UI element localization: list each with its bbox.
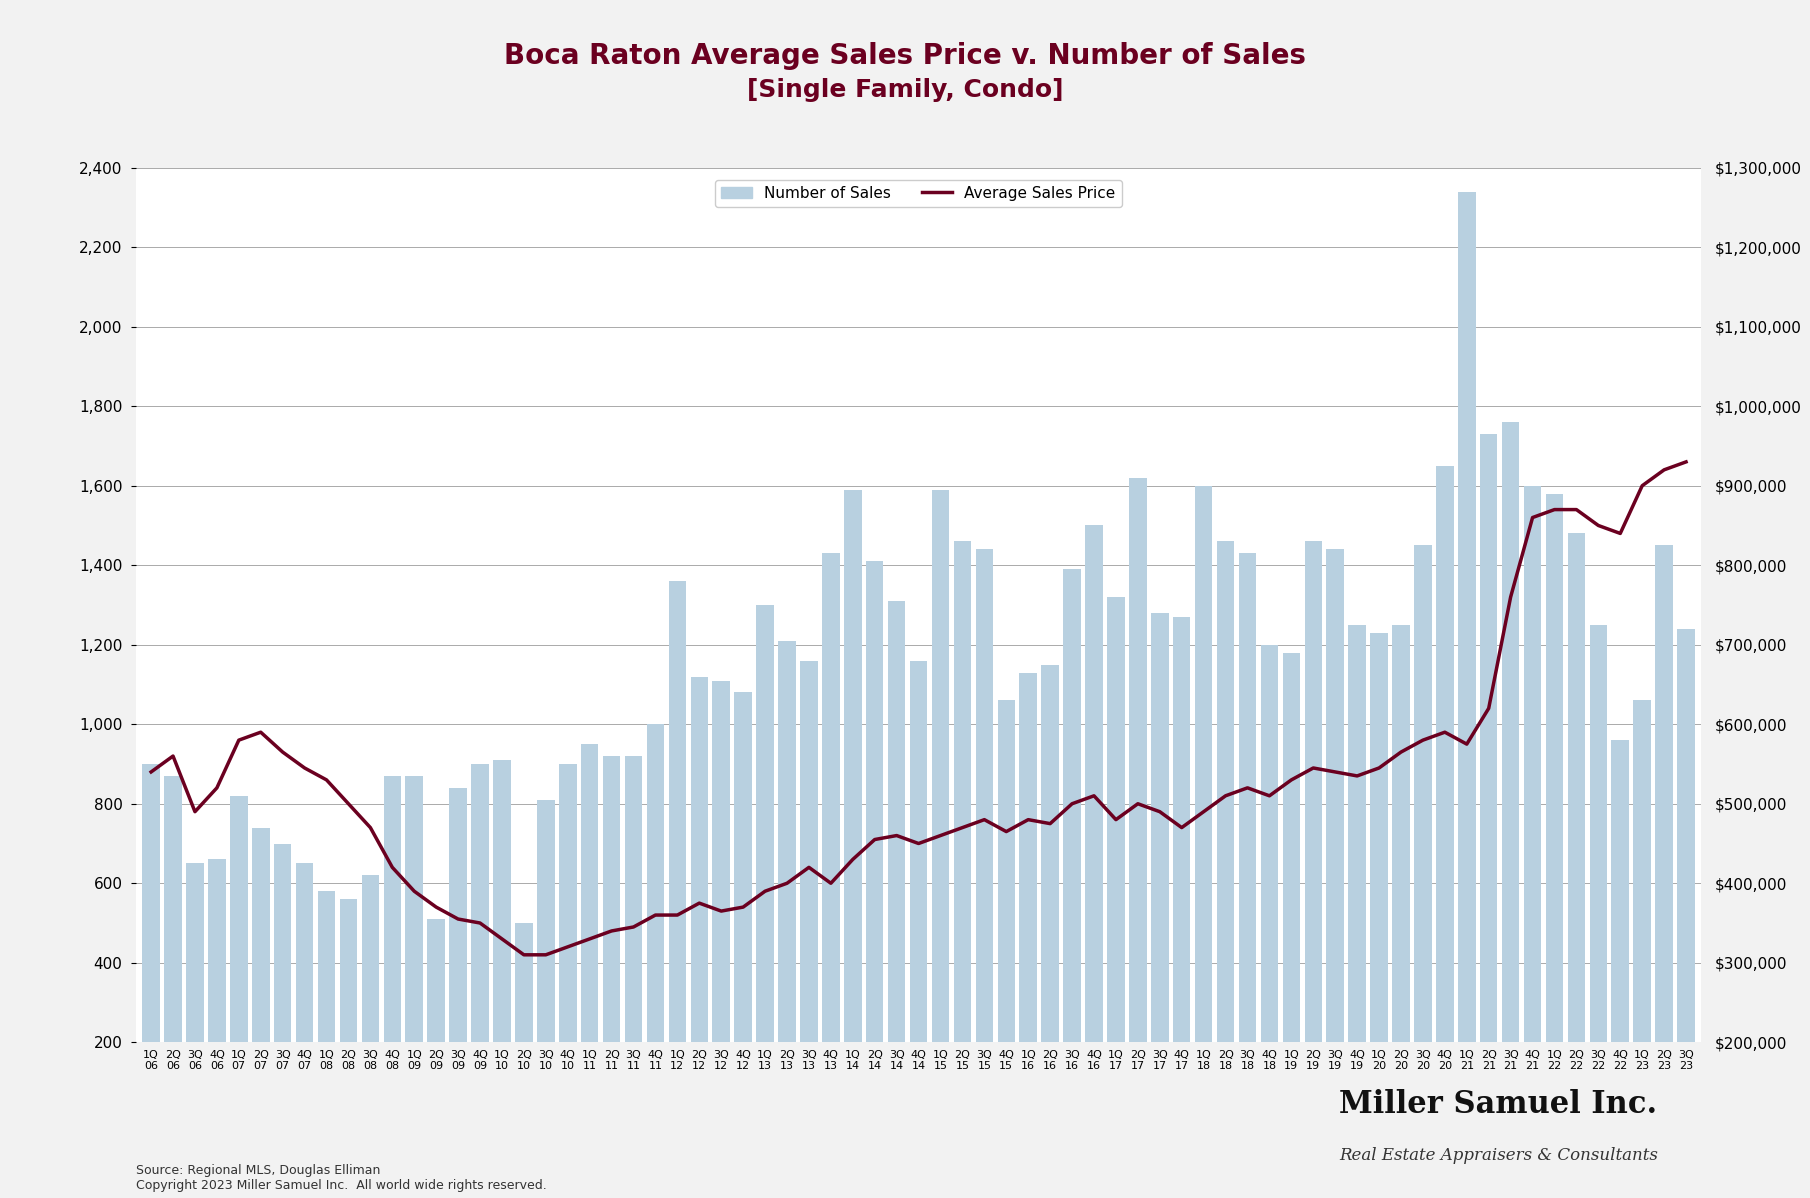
Bar	[340, 900, 357, 1121]
Bar	[1370, 633, 1388, 1121]
Text: Source: Regional MLS, Douglas Elliman
Copyright 2023 Miller Samuel Inc.  All wor: Source: Regional MLS, Douglas Elliman Co…	[136, 1164, 547, 1192]
Legend: Number of Sales, Average Sales Price: Number of Sales, Average Sales Price	[715, 180, 1122, 207]
Bar	[932, 490, 948, 1121]
Bar	[384, 776, 402, 1121]
Bar	[1041, 665, 1059, 1121]
Bar	[208, 859, 226, 1121]
Bar	[1611, 740, 1629, 1121]
Bar	[668, 581, 686, 1121]
Bar	[1086, 526, 1102, 1121]
Bar	[1195, 485, 1213, 1121]
Bar	[778, 641, 796, 1121]
Bar	[822, 553, 840, 1121]
Bar	[713, 680, 729, 1121]
Bar	[516, 922, 532, 1121]
Bar	[1678, 629, 1694, 1121]
Bar	[1151, 613, 1169, 1121]
Bar	[646, 725, 664, 1121]
Bar	[757, 605, 775, 1121]
Bar	[976, 550, 994, 1121]
Bar	[581, 744, 599, 1121]
Bar	[1459, 192, 1475, 1121]
Bar	[1173, 617, 1191, 1121]
Bar	[1108, 597, 1124, 1121]
Bar	[1062, 569, 1081, 1121]
Bar	[1129, 478, 1146, 1121]
Bar	[1435, 466, 1453, 1121]
Bar	[1546, 494, 1564, 1121]
Bar	[319, 891, 335, 1121]
Bar	[538, 800, 554, 1121]
Bar	[427, 919, 445, 1121]
Bar	[1481, 434, 1497, 1121]
Bar	[405, 776, 424, 1121]
Bar	[362, 876, 378, 1121]
Bar	[1589, 625, 1607, 1121]
Bar	[624, 756, 643, 1121]
Bar	[1567, 533, 1586, 1121]
Bar	[273, 843, 291, 1121]
Bar	[997, 701, 1015, 1121]
Bar	[559, 764, 577, 1121]
Text: Real Estate Appraisers & Consultants: Real Estate Appraisers & Consultants	[1339, 1148, 1658, 1164]
Bar	[954, 541, 972, 1121]
Text: Miller Samuel Inc.: Miller Samuel Inc.	[1339, 1089, 1658, 1120]
Bar	[1633, 701, 1651, 1121]
Bar	[1502, 422, 1519, 1121]
Bar	[603, 756, 621, 1121]
Bar	[1238, 553, 1256, 1121]
Bar	[843, 490, 862, 1121]
Bar	[1524, 485, 1542, 1121]
Bar	[230, 795, 248, 1121]
Bar	[295, 864, 313, 1121]
Bar	[1019, 672, 1037, 1121]
Bar	[1305, 541, 1321, 1121]
Bar	[186, 864, 205, 1121]
Bar	[865, 561, 883, 1121]
Bar	[1283, 653, 1300, 1121]
Bar	[735, 692, 751, 1121]
Bar	[691, 677, 708, 1121]
Text: [Single Family, Condo]: [Single Family, Condo]	[748, 78, 1062, 102]
Bar	[492, 760, 510, 1121]
Bar	[889, 601, 905, 1121]
Bar	[1414, 545, 1432, 1121]
Bar	[143, 764, 159, 1121]
Bar	[800, 660, 818, 1121]
Bar	[1656, 545, 1672, 1121]
Bar	[1392, 625, 1410, 1121]
Bar	[449, 788, 467, 1121]
Bar	[471, 764, 489, 1121]
Bar	[252, 828, 270, 1121]
Bar	[1260, 645, 1278, 1121]
Text: Boca Raton Average Sales Price v. Number of Sales: Boca Raton Average Sales Price v. Number…	[503, 42, 1307, 69]
Bar	[165, 776, 181, 1121]
Bar	[1348, 625, 1367, 1121]
Bar	[1327, 550, 1345, 1121]
Bar	[910, 660, 927, 1121]
Bar	[1216, 541, 1234, 1121]
